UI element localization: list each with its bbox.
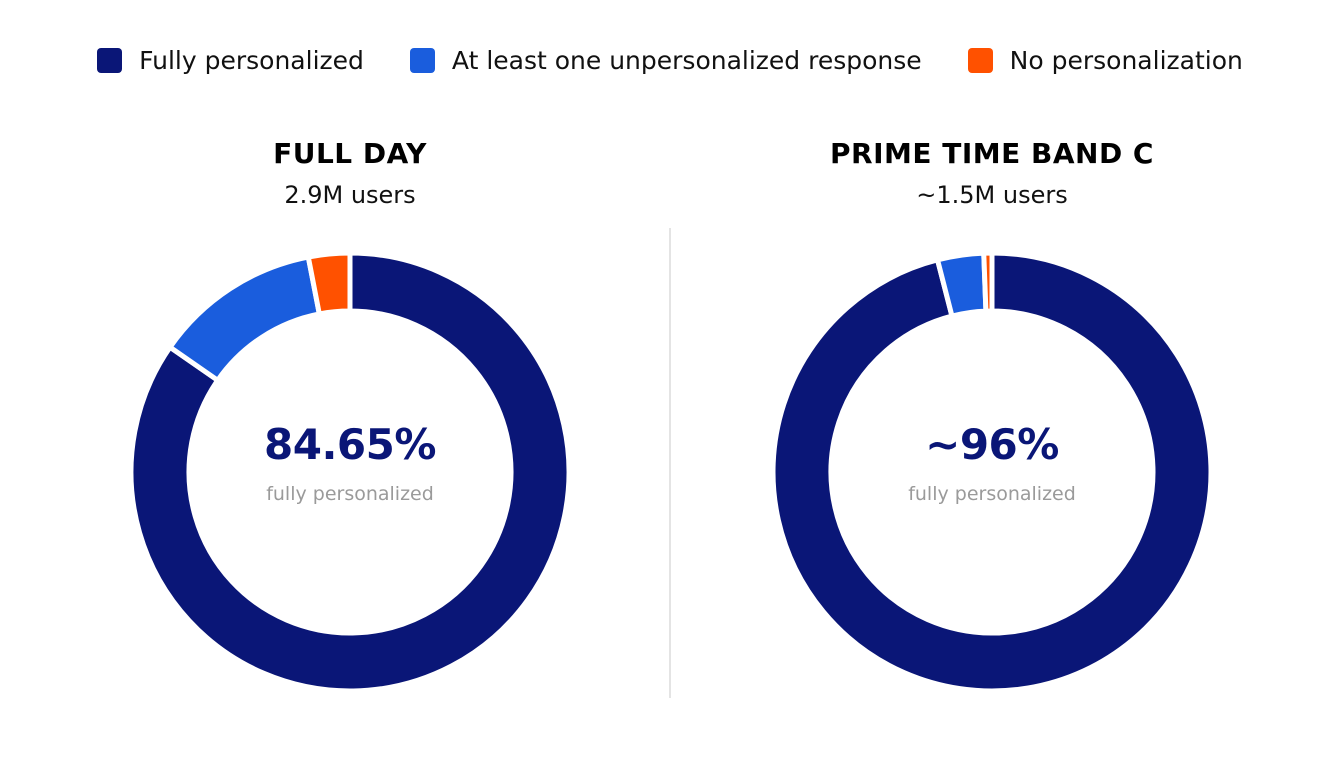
- center-label: fully personalized: [266, 483, 434, 505]
- legend-label-no-personalization: No personalization: [1009, 46, 1243, 75]
- chart-legend: Fully personalized At least one unperson…: [0, 46, 1340, 75]
- donut-slice-partial-unpersonalized: [166, 254, 323, 384]
- donut-chart-prime-time: [772, 252, 1212, 692]
- chart-panel-prime-time: PRIME TIME BAND C ~1.5M users ~96% fully…: [662, 0, 1322, 758]
- legend-item-no-personalization: No personalization: [967, 46, 1243, 75]
- chart-subtitle: ~1.5M users: [916, 181, 1068, 209]
- legend-swatch-fully-personalized: [97, 48, 123, 73]
- legend-label-partial-unpersonalized: At least one unpersonalized response: [451, 46, 922, 75]
- donut-slice-fully-personalized: [772, 252, 1212, 692]
- chart-title: FULL DAY: [273, 137, 427, 170]
- panel-divider: [669, 228, 671, 698]
- donut-slice-no-personalization: [981, 252, 995, 314]
- chart-title: PRIME TIME BAND C: [830, 137, 1154, 170]
- center-value: ~96%: [925, 420, 1059, 469]
- donut-slice-no-personalization: [305, 252, 353, 317]
- donut-slice-fully-personalized: [130, 252, 570, 692]
- chart-panel-full-day: FULL DAY 2.9M users 84.65% fully persona…: [20, 0, 680, 758]
- legend-item-fully-personalized: Fully personalized: [97, 46, 364, 75]
- center-value: 84.65%: [264, 420, 436, 469]
- legend-swatch-no-personalization: [967, 48, 993, 73]
- donut-chart-full-day: [130, 252, 570, 692]
- legend-swatch-partial-unpersonalized: [409, 48, 435, 73]
- center-label: fully personalized: [908, 483, 1076, 505]
- chart-subtitle: 2.9M users: [284, 181, 416, 209]
- legend-item-partial-unpersonalized: At least one unpersonalized response: [409, 46, 922, 75]
- legend-label-fully-personalized: Fully personalized: [139, 46, 364, 75]
